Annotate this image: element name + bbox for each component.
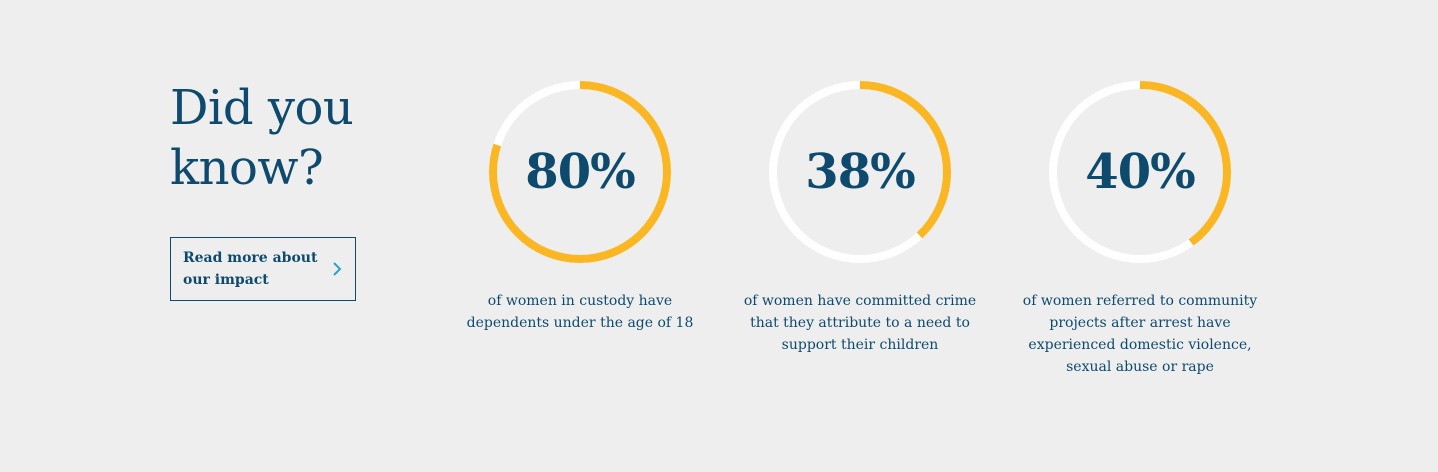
- heading-line-2: know?: [170, 140, 324, 196]
- stat-description: of women have committed crime that they …: [743, 293, 977, 353]
- progress-ring: 38%: [766, 78, 954, 266]
- read-more-impact-button[interactable]: Read more about our impact: [170, 237, 356, 301]
- progress-ring: 40%: [1046, 78, 1234, 266]
- chevron-right-icon: [333, 262, 342, 276]
- did-you-know-intro: Did you know?: [170, 78, 430, 198]
- stat-value: 80%: [525, 144, 635, 200]
- stat-card-crime-for-children: 38% of women have committed crime that t…: [730, 78, 990, 356]
- progress-ring: 80%: [486, 78, 674, 266]
- stat-description: of women in custody have dependents unde…: [466, 293, 694, 331]
- progress-ring-graphic: [1049, 81, 1231, 263]
- stat-description: of women referred to community projects …: [1022, 293, 1258, 375]
- read-more-impact-label: Read more about our impact: [183, 250, 318, 288]
- section-heading: Did you know?: [170, 78, 430, 198]
- ring-fill-arc: [489, 81, 671, 263]
- ring-fill-arc: [769, 81, 951, 263]
- progress-ring-graphic: [769, 81, 951, 263]
- ring-fill-arc: [1049, 81, 1231, 263]
- stat-value: 38%: [805, 144, 915, 200]
- progress-ring-graphic: [489, 81, 671, 263]
- stat-card-domestic-violence: 40% of women referred to community proje…: [1010, 78, 1270, 378]
- heading-line-1: Did you: [170, 80, 354, 136]
- stat-value: 40%: [1085, 144, 1195, 200]
- stat-card-custody-dependents: 80% of women in custody have dependents …: [450, 78, 710, 334]
